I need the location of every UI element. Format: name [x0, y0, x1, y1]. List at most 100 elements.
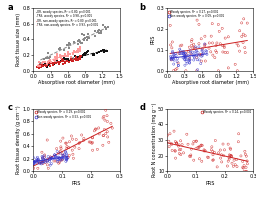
Point — [199, 59, 204, 63]
Point — [188, 58, 192, 61]
Point — [63, 58, 68, 61]
Point — [201, 52, 205, 55]
Point — [97, 126, 101, 130]
Point — [188, 57, 192, 60]
Point — [219, 153, 223, 156]
Point — [37, 60, 41, 63]
Point — [211, 158, 215, 162]
Point — [56, 160, 60, 163]
Point — [233, 63, 237, 66]
Point — [85, 36, 89, 39]
Point — [63, 52, 68, 55]
Point — [101, 48, 105, 51]
Point — [245, 159, 249, 163]
Point — [37, 66, 41, 69]
Point — [172, 69, 176, 72]
Point — [44, 161, 48, 164]
Point — [64, 151, 68, 154]
Point — [240, 21, 244, 24]
Point — [216, 69, 220, 72]
Point — [91, 52, 95, 56]
Point — [63, 153, 67, 156]
Text: d: d — [140, 103, 145, 112]
Point — [77, 57, 81, 60]
Point — [169, 58, 173, 61]
Point — [176, 61, 180, 65]
Point — [66, 51, 70, 54]
Point — [36, 157, 40, 161]
Point — [95, 148, 99, 151]
Point — [106, 25, 110, 29]
Point — [211, 153, 215, 156]
Point — [174, 142, 178, 145]
Point — [45, 159, 49, 163]
Point — [47, 59, 51, 62]
Point — [67, 146, 71, 149]
Point — [178, 52, 182, 55]
Point — [197, 42, 201, 45]
Point — [43, 60, 47, 63]
Point — [73, 58, 77, 61]
Point — [244, 170, 248, 173]
Point — [61, 137, 65, 140]
Point — [57, 156, 61, 160]
Point — [101, 144, 105, 147]
Point — [220, 27, 224, 30]
Point — [175, 67, 179, 70]
Point — [231, 165, 235, 168]
Point — [32, 167, 36, 170]
Point — [172, 62, 176, 66]
Point — [69, 56, 73, 59]
Point — [182, 151, 186, 154]
Point — [192, 56, 196, 59]
Point — [227, 153, 231, 156]
Point — [188, 49, 192, 52]
Point — [174, 52, 178, 55]
Point — [85, 50, 89, 54]
Point — [74, 138, 78, 141]
Point — [52, 153, 57, 156]
Point — [74, 56, 78, 59]
Point — [82, 52, 86, 56]
Point — [243, 34, 247, 37]
Point — [77, 40, 81, 43]
Point — [207, 41, 211, 45]
Point — [235, 42, 239, 46]
Point — [189, 153, 193, 157]
Point — [189, 52, 193, 55]
Point — [238, 29, 242, 32]
Point — [178, 49, 183, 52]
Point — [38, 66, 42, 69]
Point — [213, 56, 217, 59]
Point — [52, 153, 57, 156]
Point — [192, 46, 196, 49]
Point — [182, 52, 186, 55]
X-axis label: PRS: PRS — [72, 181, 81, 186]
Point — [49, 157, 54, 160]
Point — [75, 49, 79, 52]
Point — [242, 164, 246, 167]
Point — [48, 164, 52, 167]
Point — [74, 57, 79, 60]
Point — [78, 46, 82, 49]
Point — [211, 54, 215, 57]
Point — [39, 161, 43, 164]
Point — [98, 31, 102, 34]
Point — [46, 159, 50, 163]
Point — [38, 64, 42, 67]
Point — [192, 140, 196, 143]
Point — [65, 158, 69, 161]
Point — [97, 28, 101, 31]
Point — [72, 49, 76, 52]
Point — [220, 160, 224, 164]
Point — [222, 148, 227, 151]
Point — [61, 153, 65, 157]
Point — [64, 160, 68, 163]
Point — [41, 60, 46, 63]
Point — [50, 157, 55, 161]
Point — [65, 159, 69, 162]
Point — [32, 161, 36, 164]
Point — [63, 141, 68, 145]
Point — [59, 159, 63, 162]
Legend: Woody species, R² = 0.14, p<0.001: Woody species, R² = 0.14, p<0.001 — [201, 110, 252, 114]
